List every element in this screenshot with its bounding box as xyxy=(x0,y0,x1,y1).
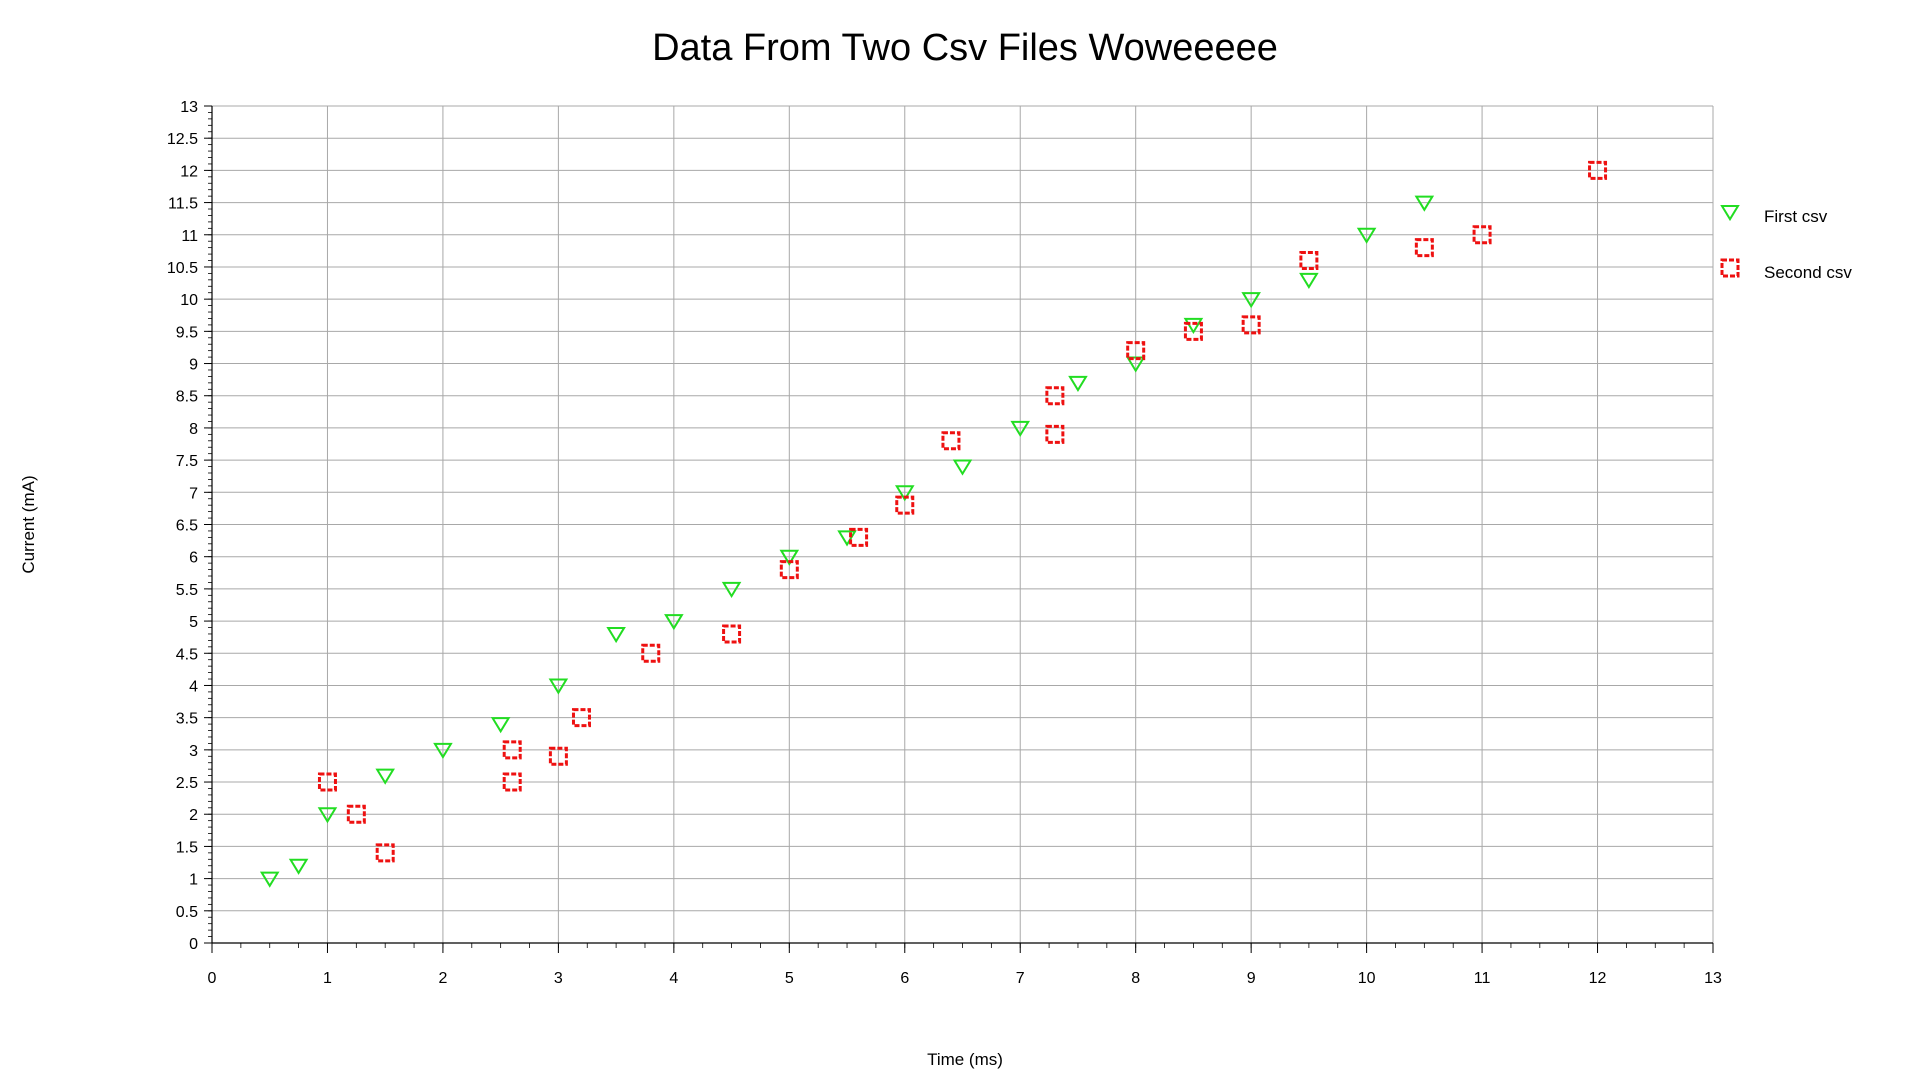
data-point xyxy=(1299,272,1319,289)
y-tick-label: 5.5 xyxy=(176,582,198,599)
x-tick-label: 5 xyxy=(785,970,794,987)
data-point xyxy=(1299,251,1319,271)
y-tick-label: 11.5 xyxy=(168,196,198,213)
data-point xyxy=(1126,341,1146,361)
x-tick-label: 2 xyxy=(438,970,447,987)
data-point xyxy=(288,858,309,875)
x-tick-label: 6 xyxy=(900,970,909,987)
x-tick-label: 12 xyxy=(1589,970,1607,987)
y-tick-label: 8.5 xyxy=(176,389,198,406)
y-tick-label: 3 xyxy=(189,743,198,760)
y-tick-label: 6.5 xyxy=(176,518,198,535)
data-point xyxy=(1588,160,1608,180)
x-tick-label: 1 xyxy=(323,970,332,987)
y-tick-label: 2 xyxy=(189,807,198,824)
data-point xyxy=(1241,292,1261,309)
data-point xyxy=(1010,420,1031,438)
y-axis-title: Current (mA) xyxy=(19,475,38,573)
x-tick-label: 3 xyxy=(554,970,563,987)
series-2 xyxy=(317,160,1608,863)
data-point xyxy=(1356,227,1377,244)
series-1 xyxy=(259,195,1435,888)
y-tick-label: 11 xyxy=(181,228,198,245)
legend-label: Second csv xyxy=(1764,263,1852,282)
y-tick-label: 9.5 xyxy=(176,324,198,341)
y-tick-label: 8 xyxy=(189,421,198,438)
data-point xyxy=(941,431,961,451)
x-tick-label: 11 xyxy=(1474,970,1491,987)
y-tick-label: 10.5 xyxy=(167,260,198,277)
data-point xyxy=(375,843,395,863)
data-point xyxy=(502,740,522,760)
x-tick-label: 13 xyxy=(1704,970,1722,987)
y-tick-label: 6 xyxy=(189,550,198,567)
x-tick-label: 8 xyxy=(1131,970,1140,987)
axes: 00.511.522.533.544.555.566.577.588.599.5… xyxy=(167,99,1722,987)
x-tick-label: 0 xyxy=(208,970,217,987)
data-point xyxy=(1414,238,1434,258)
data-point xyxy=(502,772,522,792)
y-tick-label: 1 xyxy=(189,872,198,889)
data-point xyxy=(1183,321,1203,341)
grid xyxy=(211,105,1714,944)
y-tick-label: 10 xyxy=(180,292,198,309)
y-tick-label: 7 xyxy=(189,485,198,502)
data-point xyxy=(894,485,915,502)
data-point xyxy=(779,560,799,580)
data-point xyxy=(721,581,742,599)
y-tick-label: 3.5 xyxy=(176,711,198,728)
y-tick-label: 0.5 xyxy=(176,904,198,921)
y-tick-label: 4 xyxy=(189,678,198,695)
data-point xyxy=(1414,195,1435,212)
y-tick-label: 1.5 xyxy=(176,839,198,856)
data-point xyxy=(837,530,857,547)
y-tick-label: 0 xyxy=(189,936,198,953)
y-tick-label: 7.5 xyxy=(176,453,198,470)
data-point xyxy=(375,768,395,785)
y-tick-label: 5 xyxy=(189,614,198,631)
data-point xyxy=(641,643,661,663)
data-point xyxy=(259,871,280,888)
data-point xyxy=(952,459,973,476)
legend: First csv Second csv xyxy=(1720,205,1852,282)
data-point xyxy=(1241,315,1261,335)
y-tick-label: 12 xyxy=(180,163,198,180)
data-point xyxy=(779,549,800,566)
data-point xyxy=(1045,386,1065,406)
data-point xyxy=(895,495,915,515)
data-point xyxy=(571,708,591,728)
data-point xyxy=(849,527,869,547)
data-point xyxy=(1472,225,1492,245)
y-tick-label: 2.5 xyxy=(176,775,198,792)
data-points xyxy=(259,160,1608,888)
data-point xyxy=(1045,424,1065,444)
data-point xyxy=(606,626,626,644)
chart-title: Data From Two Csv Files Woweeeee xyxy=(652,27,1278,69)
data-point xyxy=(346,804,366,824)
x-axis-title: Time (ms) xyxy=(927,1050,1003,1069)
data-point xyxy=(1183,317,1204,335)
data-point xyxy=(722,624,742,644)
x-tick-label: 4 xyxy=(669,970,678,987)
data-point xyxy=(490,717,511,734)
y-tick-label: 4.5 xyxy=(176,646,198,663)
legend-marker xyxy=(1720,258,1740,278)
x-tick-label: 7 xyxy=(1016,970,1025,987)
data-point xyxy=(317,807,338,824)
y-tick-label: 13 xyxy=(180,99,198,116)
legend-label: First csv xyxy=(1764,207,1828,226)
legend-marker xyxy=(1720,205,1740,222)
data-point xyxy=(433,742,453,759)
y-tick-label: 12.5 xyxy=(167,131,198,148)
data-point xyxy=(548,678,569,695)
data-point xyxy=(548,746,568,766)
x-tick-label: 9 xyxy=(1247,970,1256,987)
data-point xyxy=(317,772,337,792)
x-tick-label: 10 xyxy=(1358,970,1376,987)
data-point xyxy=(1068,375,1088,392)
y-tick-label: 9 xyxy=(189,357,198,374)
data-point xyxy=(664,614,684,631)
